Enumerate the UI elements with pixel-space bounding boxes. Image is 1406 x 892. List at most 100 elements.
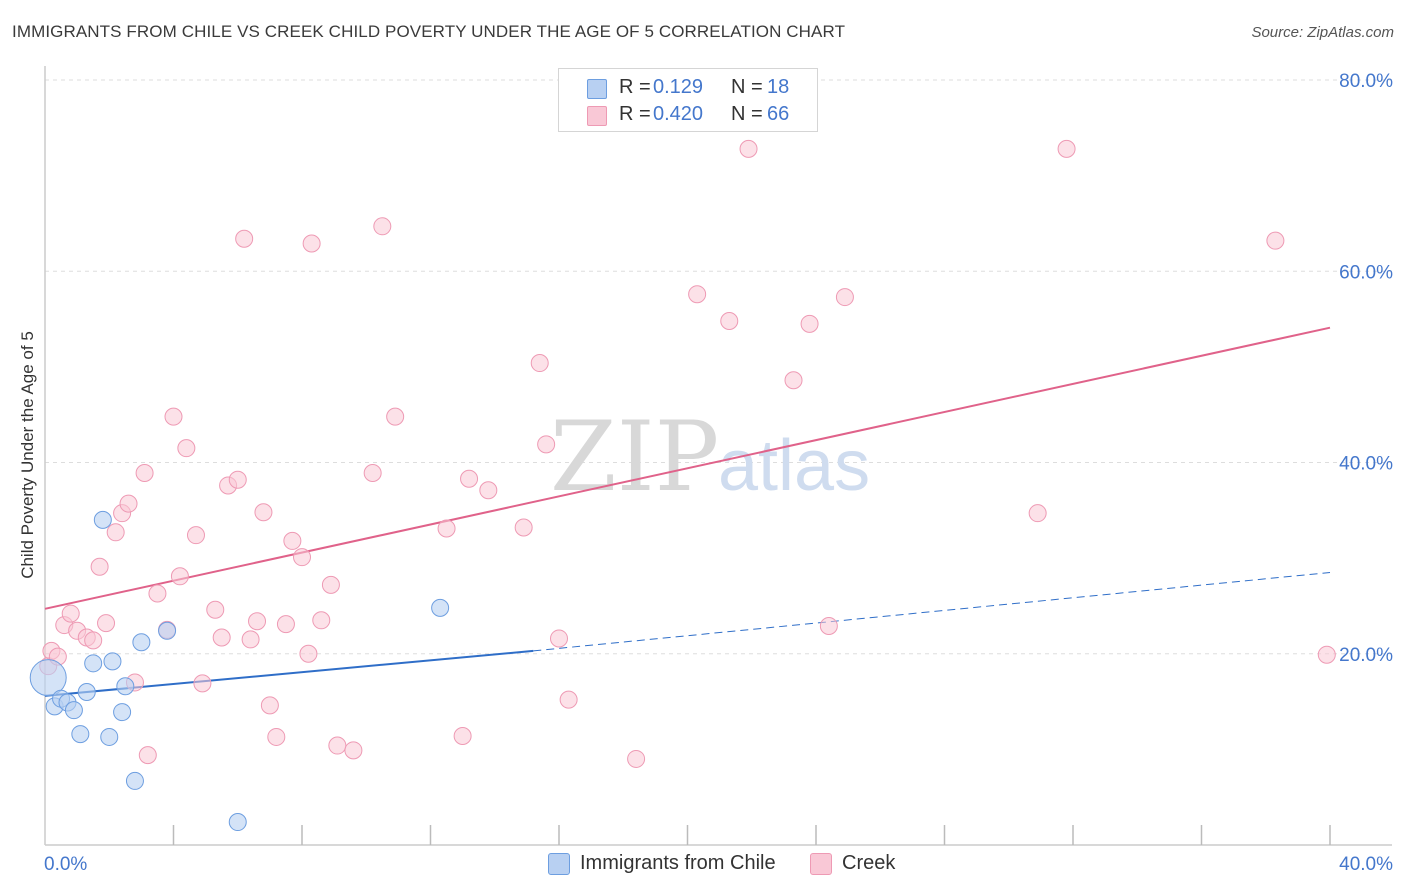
y-tick-label: 60.0% [1339,262,1393,283]
data-point-creek [84,631,103,650]
legend-r-value: 0.420 [653,103,704,125]
data-point-creek [106,523,125,542]
legend-r-label: R = [619,103,651,125]
legend-swatch-creek [587,106,607,126]
data-point-chile [84,654,103,673]
legend-n-label: N = [731,76,763,98]
watermark-zip: ZIP [550,401,719,513]
y-tick-label: 20.0% [1339,645,1393,666]
legend-swatch-chile [587,79,607,99]
data-point-creek [135,464,154,483]
data-point-creek [1057,139,1076,158]
data-point-creek [363,464,382,483]
watermark: ZIP atlas [550,401,870,513]
data-point-creek [302,234,321,253]
data-point-creek [1028,504,1047,523]
data-point-creek [344,741,363,760]
data-point-creek [241,630,260,649]
legend-label-chile: Immigrants from Chile [580,852,776,874]
data-point-creek [530,354,549,373]
data-point-creek [321,575,340,594]
data-point-creek [437,519,456,538]
data-point-chile [125,771,144,790]
axes [44,66,1392,846]
y-tick-label: 40.0% [1339,454,1393,475]
data-point-creek [386,407,405,426]
data-point-creek [835,288,854,307]
legend-r-value: 0.129 [653,76,704,98]
data-point-chile [228,813,247,832]
legend-n-label: N = [731,103,763,125]
data-point-creek [138,746,157,765]
data-point-creek [784,371,803,390]
data-point-creek [373,217,392,236]
data-point-chile [132,633,151,652]
data-point-creek [90,557,109,576]
data-point-creek [97,614,116,633]
data-point-chile [64,701,83,720]
data-point-chile [158,621,177,640]
data-point-chile [77,683,96,701]
data-point-creek [514,518,533,537]
tick-labels: 20.0% 40.0% 60.0% 80.0% 0.0% 40.0% [44,71,1393,875]
data-point-creek [186,526,205,545]
trend-line-chile-projection [533,571,1331,652]
data-point-creek [739,139,758,158]
data-point-creek [206,600,225,619]
x-tick-label: 0.0% [44,854,87,875]
watermark-atlas: atlas [718,426,870,506]
data-point-chile [116,677,135,696]
data-point-creek [267,727,286,746]
trend-line-creek [44,326,1331,610]
data-point-creek [260,696,279,715]
data-point-chile [103,652,122,671]
data-point-creek [254,503,273,522]
data-point-chile [113,703,132,722]
data-point-creek [1266,231,1285,250]
legend-swatch-chile [548,853,570,875]
data-point-creek [479,481,498,500]
data-point-creek [328,736,347,755]
data-point-creek [299,644,318,663]
data-point-creek [559,690,578,709]
data-point-creek [235,229,254,248]
data-point-creek [1317,645,1336,664]
data-point-creek [627,749,646,768]
data-point-creek [720,311,739,330]
data-point-creek [228,470,247,489]
source-label[interactable]: Source: ZipAtlas.com [1251,24,1394,41]
legend-row-chile: R = 0.129 N = 18 [559,73,817,101]
data-point-creek [164,407,183,426]
x-tick-label: 40.0% [1339,854,1393,875]
legend-row-creek: R = 0.420 N = 66 [559,100,817,128]
data-point-chile [100,727,119,746]
data-point-creek [819,617,838,636]
data-point-chile [93,510,112,529]
data-points [29,139,1336,832]
legend-n-value: 66 [767,103,790,125]
gridlines [45,79,1392,655]
legend-n-value: 18 [767,76,790,98]
data-point-creek [119,494,138,513]
data-point-creek [293,548,311,567]
data-point-creek [460,469,479,488]
data-point-chile [431,598,450,617]
data-point-creek [148,584,167,603]
data-point-creek [276,615,295,634]
data-point-creek [61,604,80,623]
data-point-creek [170,567,189,586]
data-point-creek [312,611,331,630]
data-point-chile [29,659,67,697]
data-point-creek [177,439,196,458]
data-point-chile [71,725,90,744]
data-point-creek [248,612,267,631]
data-point-creek [283,531,302,550]
data-point-creek [688,285,707,304]
y-tick-label: 80.0% [1339,71,1393,92]
bottom-legend: Immigrants from Chile Creek [0,850,1406,880]
data-point-creek [212,628,231,647]
legend-swatch-creek [810,853,832,875]
chart-title: IMMIGRANTS FROM CHILE VS CREEK CHILD POV… [12,22,846,41]
data-point-creek [537,435,556,454]
